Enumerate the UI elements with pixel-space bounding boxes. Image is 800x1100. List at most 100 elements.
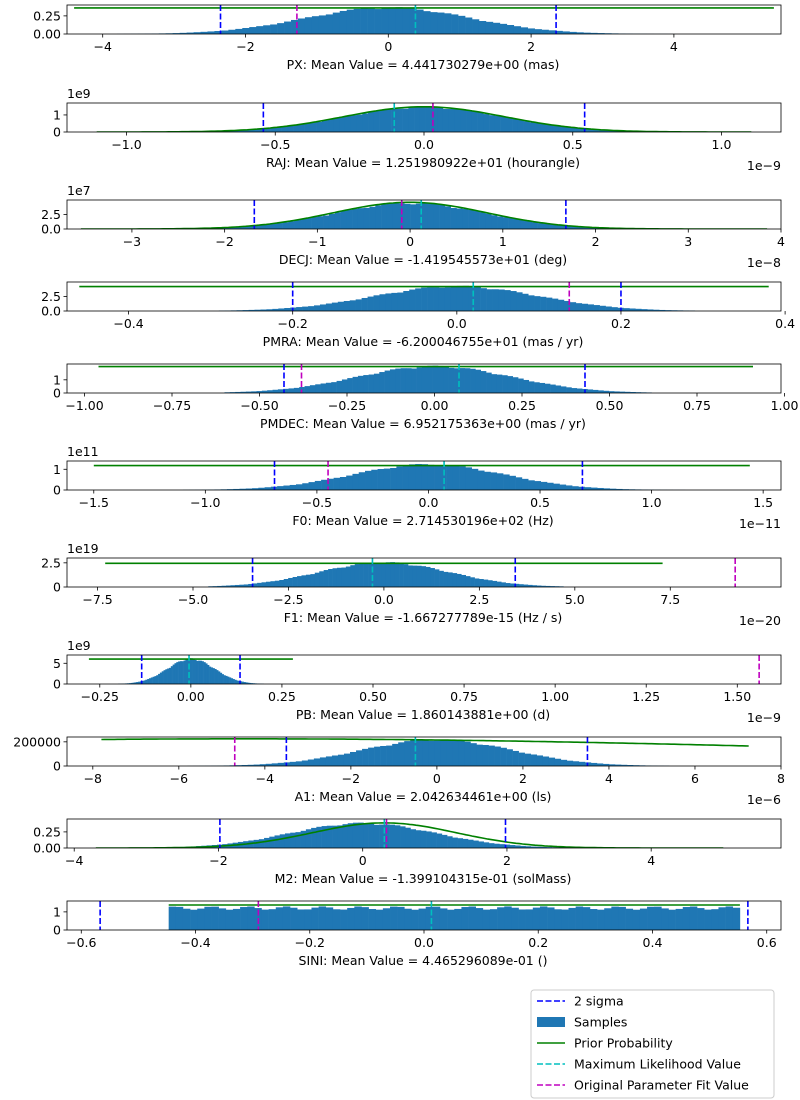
histogram-bar [641,309,648,311]
histogram-bar [337,301,345,311]
histogram-bar [271,223,278,229]
x-axis-label: DECJ: Mean Value = -1.419545573e+01 (deg… [279,252,567,267]
histogram-bar [388,7,396,34]
histogram-bar [293,124,300,132]
histogram-bar [301,760,309,766]
histogram-bar [432,906,441,930]
histogram-bar [397,292,404,311]
histogram-bar [332,825,338,848]
histogram-bar [560,225,567,229]
x-tick-label: 2.5 [469,592,489,607]
histogram-bar [405,827,411,848]
histogram-bar [566,387,572,393]
y-offset-label: 1e11 [67,444,99,459]
histogram-bar [488,745,495,766]
histogram-bar [515,477,523,490]
histogram-bar [609,488,617,490]
histogram-bar [241,129,248,132]
histogram-bar [192,658,195,684]
x-tick-label: −1 [308,234,326,249]
histogram-bar [546,482,554,490]
histogram-bar [536,755,544,766]
histogram-bar [143,680,146,684]
histogram-bar [230,227,237,229]
histogram-bar [391,292,398,311]
histogram-bar [169,667,172,684]
x-tick-label: 0.25 [508,398,536,413]
histogram-bar [328,568,333,587]
histogram-bar [462,208,469,229]
histogram-bar [399,563,404,587]
histogram-bar [521,478,529,490]
histogram-bar [381,8,389,34]
histogram-bar [523,584,529,587]
histogram-bar [321,479,328,490]
x-tick-label: −1.0 [190,495,220,510]
histogram-bar [299,218,307,229]
histogram-bar [498,289,505,311]
y-offset-label: 1e9 [67,638,91,653]
x-axis-label: SINI: Mean Value = 4.465296089e-01 () [299,953,548,968]
histogram-bar [457,838,464,848]
y-tick-label: 0 [53,125,61,140]
histogram-bar [443,366,449,393]
histogram-bar [415,464,422,490]
histogram-bar [405,368,412,393]
subplot-2: −3 −2 −1 0 1 2 3 4 0.02.5 1e7 1e−8 DECJ: Mean Value… [41,183,785,270]
axes-frame [66,363,782,394]
histogram-bar [223,675,226,684]
histogram-bar [468,906,476,930]
histogram-bar [503,474,510,490]
histogram-bar [443,571,449,587]
histogram-bar [474,287,481,311]
histogram-bar [174,663,177,684]
histogram-bar [373,110,380,132]
histogram-bar [492,580,498,587]
histogram-bar [315,384,321,393]
y-tick-label: 2.5 [41,555,61,570]
histogram-bar [554,224,562,229]
histogram-bar [434,465,441,490]
histogram-bar [629,308,636,311]
histogram-bar [204,906,212,930]
histogram-bar [477,470,485,490]
x-tick-label: 2 [519,771,527,786]
x-tick-label: −0.25 [328,398,366,413]
histogram-bar [537,223,544,229]
histogram-bar [597,33,605,34]
histogram-bar [190,909,198,930]
histogram-bar [220,672,223,684]
histogram-bar [379,372,385,393]
histogram-bar [256,26,264,34]
histogram-bar [170,666,173,684]
histogram-bar [218,908,227,930]
histogram-bar [181,661,184,684]
histogram-bar [264,837,270,848]
histogram-bar [232,679,235,684]
x-tick-label: 2 [592,234,600,249]
histogram-bar [532,585,538,587]
histogram-bar [279,834,286,848]
histogram-bar [569,302,577,311]
histogram-bar [381,204,388,229]
histogram-bar [314,480,322,490]
histogram-bar [608,391,615,393]
histogram-bar [379,294,386,311]
x-tick-label: 0.4 [643,935,663,950]
histogram-bar [313,758,321,766]
plot-area [79,282,769,311]
histogram-bar [235,130,242,132]
histogram-bar [217,585,222,587]
histogram-bar [525,846,532,848]
histogram-bar [540,296,547,311]
histogram-bar [458,740,465,766]
histogram-bar [534,382,540,393]
histogram-bar [433,287,440,311]
histogram-bar [499,844,505,848]
histogram-bar [277,23,285,34]
histogram-bar [270,24,278,34]
histogram-bar [553,483,560,490]
histogram-bar [569,127,576,132]
histogram-bar [404,741,411,766]
